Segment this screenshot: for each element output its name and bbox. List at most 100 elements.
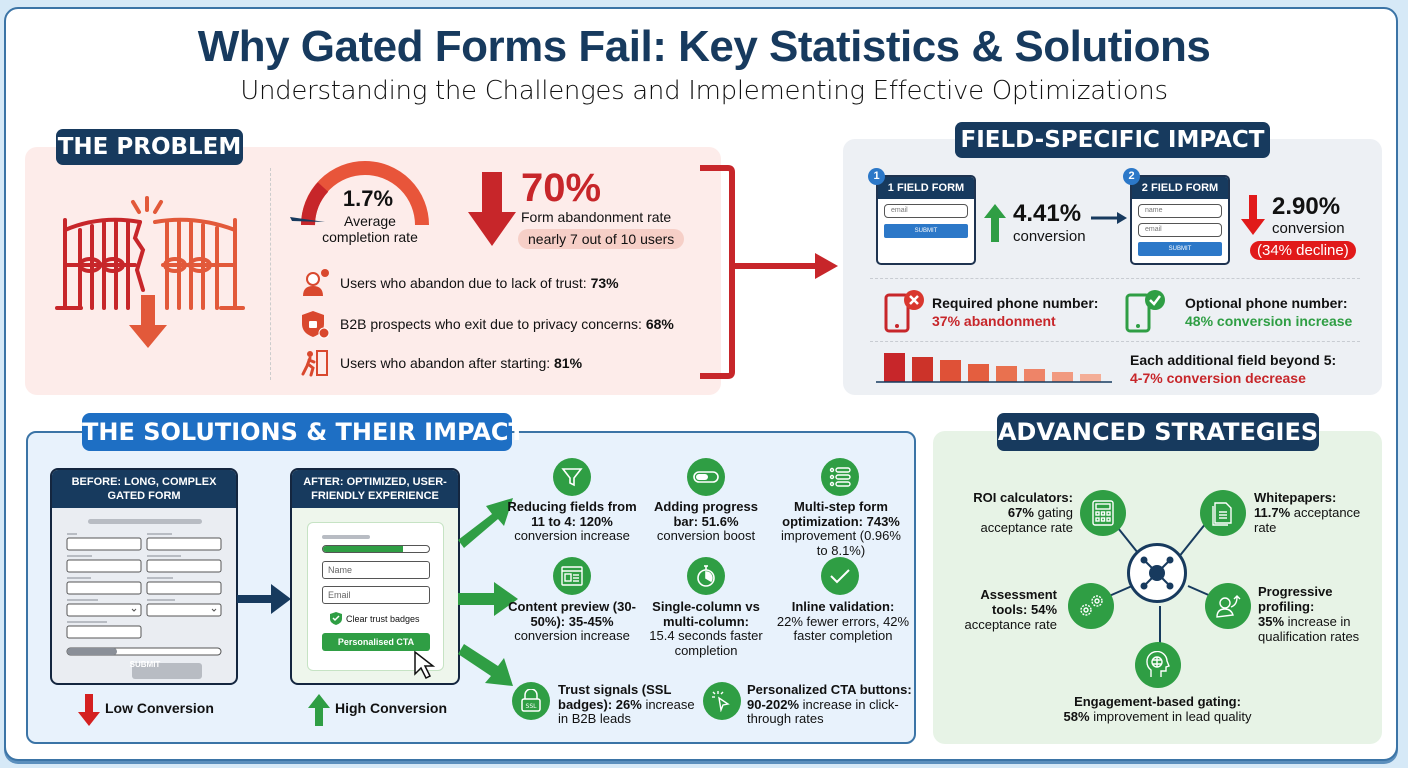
list-steps-icon xyxy=(821,458,859,496)
network-hub-icon xyxy=(1140,556,1174,590)
document-icon xyxy=(1200,490,1246,536)
divider xyxy=(870,278,1360,279)
extra-fields-stat: Each additional field beyond 5: 4-7% con… xyxy=(1130,351,1336,387)
frustrated-user-icon xyxy=(300,268,330,298)
strategy-progressive-profiling: Progressive profiling: 35% increase in qu… xyxy=(1258,584,1360,644)
bracket-arrow-connector xyxy=(700,165,838,379)
down-arrow-icon xyxy=(468,172,516,246)
cursor-icon xyxy=(414,650,436,680)
calculator-icon xyxy=(1080,490,1126,536)
personalised-cta-button: Personalised CTA xyxy=(322,633,430,651)
right-arrow-icon xyxy=(1091,212,1127,224)
decline-badge: (34% decline) xyxy=(1250,241,1356,260)
problem-panel xyxy=(25,147,721,395)
form1-conversion-label: conversion xyxy=(1013,228,1086,245)
form1-email-field: email xyxy=(884,204,968,218)
name-input: Name xyxy=(322,561,430,579)
gauge-label-line1: Average xyxy=(344,213,396,229)
funnel-icon xyxy=(553,458,591,496)
trust-badge-label: Clear trust badges xyxy=(346,613,420,624)
two-field-form: 2 FIELD FORM name email SUBMIT xyxy=(1130,175,1230,265)
privacy-shield-icon xyxy=(300,309,330,339)
abandonment-pill: nearly 7 out of 10 users xyxy=(518,229,685,249)
problem-divider xyxy=(270,168,271,380)
strategy-whitepapers: Whitepapers: 11.7% acceptance rate xyxy=(1254,490,1361,535)
form2-submit: SUBMIT xyxy=(1138,242,1222,256)
gears-icon xyxy=(1068,583,1114,629)
strategy-roi-calculators: ROI calculators: 67% gating acceptance ra… xyxy=(973,490,1073,535)
up-arrow-icon xyxy=(308,694,330,726)
solution-multi-step: Multi-step form optimization: 743% improv… xyxy=(781,499,901,558)
form2-title: 2 FIELD FORM xyxy=(1132,177,1228,199)
ssl-lock-icon: SSL xyxy=(512,682,550,720)
cursor-click-icon xyxy=(703,682,741,720)
divider xyxy=(870,341,1360,342)
strategy-engagement-gating: Engagement-based gating: 58% improvement … xyxy=(1063,694,1252,724)
solution-trust-signals: Trust signals (SSL badges): 26% increase… xyxy=(558,682,695,726)
exit-door-icon xyxy=(300,348,330,378)
hub-circle xyxy=(1127,543,1187,603)
problem-tag: THE PROBLEM xyxy=(56,129,243,165)
long-form-fields xyxy=(66,519,222,679)
stat-row-privacy: B2B prospects who exit due to privacy co… xyxy=(300,309,674,339)
progress-bar xyxy=(322,545,430,553)
declining-bar-chart xyxy=(876,353,1112,383)
stat-text: B2B prospects who exit due to privacy co… xyxy=(340,316,674,332)
user-growth-icon xyxy=(1205,583,1251,629)
page-title: Why Gated Forms Fail: Key Statistics & S… xyxy=(197,22,1211,71)
broken-gate-icon xyxy=(55,196,245,348)
before-submit-button: SUBMIT xyxy=(129,660,161,669)
before-form: BEFORE: LONG, COMPLEX GATED FORM xyxy=(50,468,238,685)
stat-text: Users who abandon after starting: 81% xyxy=(340,355,583,371)
required-phone-title: Required phone number: xyxy=(932,295,1099,311)
form1-submit: SUBMIT xyxy=(884,224,968,238)
solution-personalized-cta: Personalized CTA buttons: 90-202% increa… xyxy=(747,682,912,726)
form2-conversion-value: 2.90% xyxy=(1272,193,1341,220)
after-form-card: Name Email Clear trust badges Personalis… xyxy=(307,522,444,671)
high-conversion-label: High Conversion xyxy=(335,700,448,716)
form2-email-field: email xyxy=(1138,223,1222,237)
completion-rate-value: 1.7% xyxy=(342,186,394,211)
optional-phone-value: 48% conversion increase xyxy=(1185,313,1353,329)
after-form-title: AFTER: OPTIMIZED, USER-FRIENDLY EXPERIEN… xyxy=(292,470,458,508)
completion-gauge xyxy=(290,161,429,226)
stat-row-trust: Users who abandon due to lack of trust: … xyxy=(300,268,619,298)
low-conversion-label: Low Conversion xyxy=(105,700,214,716)
solution-reducing-fields: Reducing fields from 11 to 4: 120% conver… xyxy=(507,499,637,543)
abandonment-value: 70% xyxy=(521,166,602,210)
phone-optional-icon xyxy=(1125,290,1165,333)
down-arrow-icon xyxy=(1241,195,1265,235)
after-form: AFTER: OPTIMIZED, USER-FRIENDLY EXPERIEN… xyxy=(290,468,460,685)
branch-arrows xyxy=(458,498,518,686)
stat-text: Users who abandon due to lack of trust: … xyxy=(340,275,619,291)
brain-head-icon xyxy=(1135,642,1181,688)
phone-required-icon xyxy=(884,290,924,333)
right-arrow-icon xyxy=(237,584,291,614)
abandonment-label: Form abandonment rate xyxy=(521,209,672,225)
checkmark-icon xyxy=(821,557,859,595)
form1-conversion-value: 4.41% xyxy=(1013,200,1082,227)
form1-title: 1 FIELD FORM xyxy=(878,177,974,199)
form1-number-badge: 1 xyxy=(868,168,885,185)
extra-fields-value: 4-7% conversion decrease xyxy=(1130,370,1306,386)
gauge-label-line2: completion rate xyxy=(322,229,418,245)
strategy-assessment-tools: Assessment tools: 54% acceptance rate xyxy=(964,587,1057,632)
email-input: Email xyxy=(322,586,430,604)
form2-number-badge: 2 xyxy=(1123,168,1140,185)
required-phone-stat: Required phone number: 37% abandonment xyxy=(932,294,1098,330)
form2-conversion-label: conversion xyxy=(1272,220,1345,237)
stopwatch-icon xyxy=(687,557,725,595)
field-impact-tag: FIELD-SPECIFIC IMPACT xyxy=(955,122,1270,158)
one-field-form: 1 FIELD FORM email SUBMIT xyxy=(876,175,976,265)
svg-text:SSL: SSL xyxy=(526,703,538,710)
required-phone-value: 37% abandonment xyxy=(932,313,1056,329)
before-form-title: BEFORE: LONG, COMPLEX GATED FORM xyxy=(52,470,236,508)
solutions-tag: THE SOLUTIONS & THEIR IMPACT xyxy=(82,413,525,451)
completion-rate-label: Average completion rate xyxy=(305,213,435,245)
down-arrow-icon xyxy=(78,694,100,726)
page-subtitle: Understanding the Challenges and Impleme… xyxy=(240,76,1168,106)
content-preview-icon xyxy=(553,557,591,595)
advanced-tag: ADVANCED STRATEGIES xyxy=(997,413,1319,451)
solution-inline-validation: Inline validation: 22% fewer errors, 42% … xyxy=(776,599,910,643)
optional-phone-title: Optional phone number: xyxy=(1185,295,1348,311)
